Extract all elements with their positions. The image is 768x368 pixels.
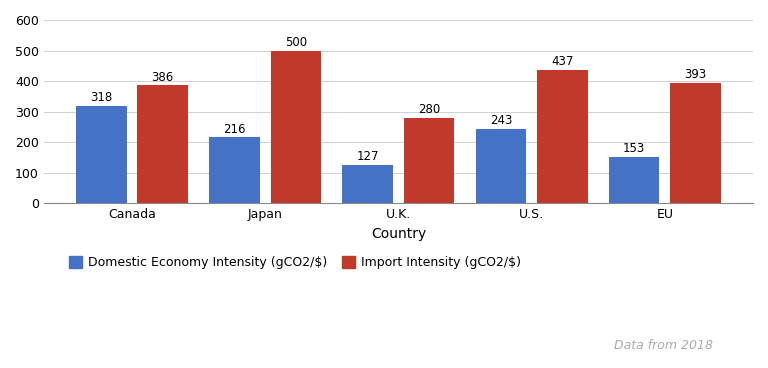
Text: 437: 437 bbox=[551, 55, 574, 68]
Text: 500: 500 bbox=[285, 36, 307, 49]
Bar bbox=[404, 118, 455, 204]
Bar bbox=[609, 157, 660, 204]
Text: 386: 386 bbox=[151, 71, 174, 84]
Bar bbox=[537, 70, 588, 204]
Text: 318: 318 bbox=[91, 91, 113, 105]
Text: 393: 393 bbox=[684, 68, 707, 81]
X-axis label: Country: Country bbox=[371, 227, 426, 241]
Bar bbox=[210, 137, 260, 204]
Text: 216: 216 bbox=[223, 123, 246, 135]
Text: Data from 2018: Data from 2018 bbox=[614, 339, 713, 353]
Text: 243: 243 bbox=[490, 114, 512, 127]
Text: 280: 280 bbox=[418, 103, 440, 116]
Bar bbox=[137, 85, 188, 204]
Text: 153: 153 bbox=[623, 142, 645, 155]
Bar bbox=[670, 83, 720, 204]
Bar bbox=[475, 129, 526, 204]
Bar bbox=[343, 164, 393, 204]
Bar bbox=[270, 50, 321, 204]
Bar bbox=[76, 106, 127, 204]
Legend: Domestic Economy Intensity (gCO2/$), Import Intensity (gCO2/$): Domestic Economy Intensity (gCO2/$), Imp… bbox=[65, 251, 526, 274]
Text: 127: 127 bbox=[356, 150, 379, 163]
